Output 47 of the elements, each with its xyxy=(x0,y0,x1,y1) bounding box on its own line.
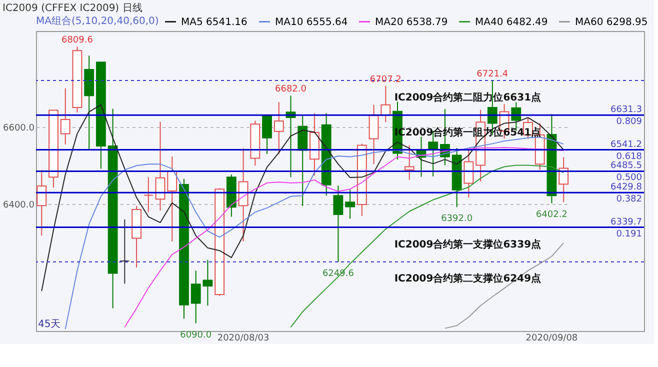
ref-line-label: 6429.8 xyxy=(610,182,642,193)
annotation: 6809.6 xyxy=(61,36,94,46)
legend-label: MA40 6482.49 xyxy=(475,16,548,28)
annotation: 6721.4 xyxy=(476,69,508,80)
candlestick xyxy=(190,270,201,324)
chart-title: IC2009 (CFFEX IC2009) 日线 xyxy=(2,2,142,14)
annotation: 0.500 xyxy=(616,173,642,184)
legend-label: MA10 6555.64 xyxy=(275,16,348,28)
legend-title: MA组合(5,10,20,40,60,0) xyxy=(36,15,159,27)
annotation: 0.382 xyxy=(616,194,642,205)
x-tick-label: 2020/08/03 xyxy=(217,334,270,344)
candlestick xyxy=(143,176,154,213)
annotation: 0.618 xyxy=(616,152,642,162)
annotation: 45天 xyxy=(38,319,61,330)
candlestick xyxy=(262,114,272,155)
candlestick xyxy=(120,218,130,284)
candlestick xyxy=(368,104,379,165)
y-tick-label: 6600.0 xyxy=(3,124,35,134)
candlestick xyxy=(60,88,70,145)
ref-line-label: 6485.5 xyxy=(610,161,642,172)
legend-label: MA60 6298.95 xyxy=(575,16,648,28)
annotation: 6392.0 xyxy=(441,214,473,224)
candlestick xyxy=(404,144,414,180)
annotation: 0.809 xyxy=(616,117,642,128)
annotation: 6402.2 xyxy=(536,210,568,220)
candlestick xyxy=(558,156,569,203)
candlestick xyxy=(36,169,47,236)
ref-line-label: 6541.2 xyxy=(610,140,642,150)
legend-label: MA5 6541.16 xyxy=(181,16,248,28)
ref-line-label: 6631.3 xyxy=(610,105,642,116)
candlestick xyxy=(345,189,356,220)
candlestick xyxy=(464,148,474,198)
candlestick xyxy=(202,259,213,306)
ref-line-label: 6339.7 xyxy=(610,217,642,228)
annotation: IC2009合约第一支撑位6339点 xyxy=(394,238,542,251)
x-tick-label: 2020/09/08 xyxy=(526,334,578,344)
candlestick xyxy=(333,185,344,262)
legend-label: MA20 6538.79 xyxy=(375,16,448,28)
candlestick xyxy=(167,156,178,242)
annotation: 6090.0 xyxy=(180,330,212,340)
candlestick xyxy=(298,114,308,206)
annotation: 0.191 xyxy=(616,229,642,240)
annotation: 6682.0 xyxy=(274,84,307,95)
y-tick-label: 6400.0 xyxy=(3,200,35,211)
candlestick xyxy=(274,102,284,155)
annotation: 6707.2 xyxy=(370,74,402,85)
annotation: IC2009合约第二支撑位6249点 xyxy=(394,272,542,284)
